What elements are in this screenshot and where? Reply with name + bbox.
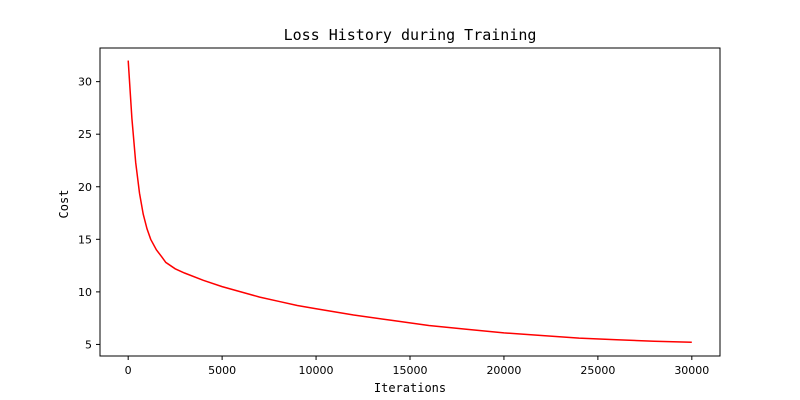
x-tick-label: 30000 <box>674 364 709 377</box>
x-tick-label: 5000 <box>208 364 236 377</box>
x-axis: 0 5000 10000 15000 20000 25000 30000 <box>125 356 709 377</box>
loss-series-line <box>127 60 692 344</box>
chart-title: Loss History during Training <box>284 26 537 44</box>
y-axis: 5 10 15 20 25 30 <box>78 76 100 351</box>
x-tick-label: 0 <box>125 364 132 377</box>
x-tick-label: 15000 <box>393 364 428 377</box>
plot-area <box>127 60 692 344</box>
x-axis-label: Iterations <box>374 381 446 395</box>
y-tick-label: 10 <box>78 286 92 299</box>
x-tick-label: 10000 <box>299 364 334 377</box>
x-tick-label: 20000 <box>486 364 521 377</box>
y-tick-label: 30 <box>78 76 92 89</box>
y-tick-label: 15 <box>78 233 92 246</box>
x-tick-label: 25000 <box>580 364 615 377</box>
y-axis-label: Cost <box>57 190 71 219</box>
y-tick-label: 5 <box>85 338 92 351</box>
y-tick-label: 20 <box>78 181 92 194</box>
plot-frame <box>99 47 721 357</box>
y-tick-label: 25 <box>78 128 92 141</box>
